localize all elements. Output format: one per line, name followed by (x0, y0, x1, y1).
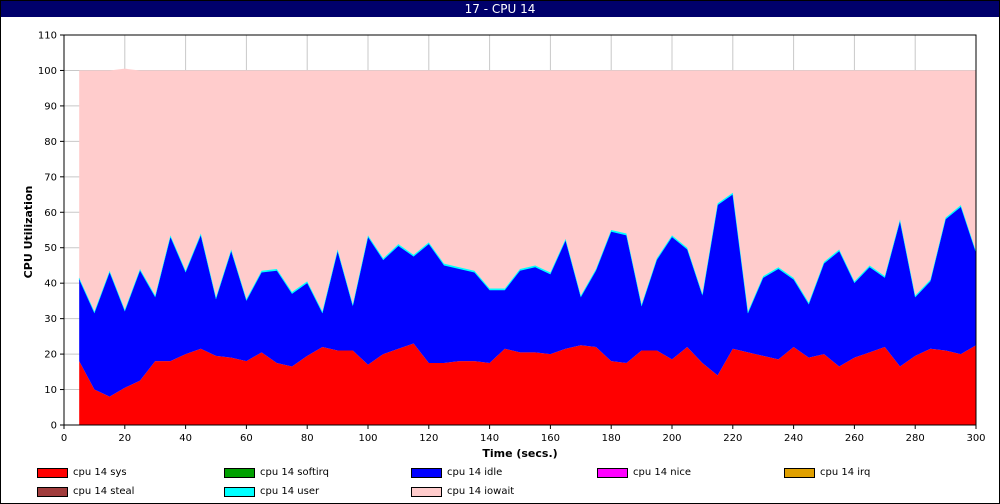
legend-swatch (224, 468, 255, 478)
x-tick-label-7: 140 (480, 433, 499, 444)
y-tick-label-5: 50 (44, 243, 57, 254)
y-tick-label-2: 20 (44, 350, 57, 361)
x-axis-title: Time (secs.) (482, 447, 557, 460)
x-tick-label-4: 80 (301, 433, 314, 444)
x-tick-label-14: 280 (906, 433, 925, 444)
window-title: 17 - CPU 14 (1, 1, 999, 17)
y-tick-label-6: 60 (44, 208, 57, 219)
legend-label: cpu 14 user (260, 486, 320, 497)
legend-label: cpu 14 irq (820, 467, 871, 478)
legend-label: cpu 14 nice (633, 467, 692, 478)
area-cpu-14-iowait (79, 68, 976, 312)
x-tick-label-11: 220 (723, 433, 742, 444)
x-tick-label-6: 120 (419, 433, 438, 444)
legend-swatch (411, 487, 442, 497)
x-axis-ticks: 0 20 40 60 80 100 120 140 160 180 200 220 240 260 280 3… (61, 425, 986, 444)
legend-swatch (224, 487, 255, 497)
y-tick-label-9: 90 (44, 101, 57, 112)
y-tick-label-8: 80 (44, 137, 57, 148)
legend-label: cpu 14 softirq (260, 467, 329, 478)
plot-frame (63, 34, 977, 426)
y-tick-label-0: 0 (51, 421, 57, 432)
legend-label: cpu 14 sys (73, 467, 127, 478)
legend-swatch (784, 468, 815, 478)
y-tick-label-7: 70 (44, 172, 57, 183)
x-tick-label-9: 180 (602, 433, 621, 444)
x-tick-label-10: 200 (662, 433, 681, 444)
legend-swatch (597, 468, 628, 478)
legend-swatch (411, 468, 442, 478)
area-cpu-14-sys (79, 343, 976, 425)
x-tick-label-2: 40 (179, 433, 192, 444)
y-tick-label-3: 30 (44, 314, 57, 325)
legend-swatch (37, 468, 68, 478)
y-tick-label-10: 100 (38, 66, 57, 77)
x-tick-label-0: 0 (61, 433, 67, 444)
legend-label: cpu 14 steal (73, 486, 135, 497)
legend-label: cpu 14 idle (447, 467, 503, 478)
y-tick-label-4: 40 (44, 279, 57, 290)
y-axis-title: CPU Utilization (22, 186, 35, 279)
x-tick-label-3: 60 (240, 433, 253, 444)
area-series (78, 68, 977, 425)
legend-label: cpu 14 iowait (447, 486, 515, 497)
x-tick-label-1: 20 (118, 433, 131, 444)
x-tick-label-15: 300 (966, 433, 985, 444)
x-tick-label-5: 100 (358, 433, 377, 444)
y-axis-ticks: 0 10 20 30 40 50 60 70 80 90 100 110 (38, 31, 64, 432)
y-tick-label-11: 110 (38, 31, 57, 42)
x-tick-label-12: 240 (784, 433, 803, 444)
x-tick-label-8: 160 (541, 433, 560, 444)
x-tick-label-13: 260 (845, 433, 864, 444)
area-cpu-14-idle (79, 194, 976, 397)
legend-swatch (37, 487, 68, 497)
y-tick-label-1: 10 (44, 385, 57, 396)
